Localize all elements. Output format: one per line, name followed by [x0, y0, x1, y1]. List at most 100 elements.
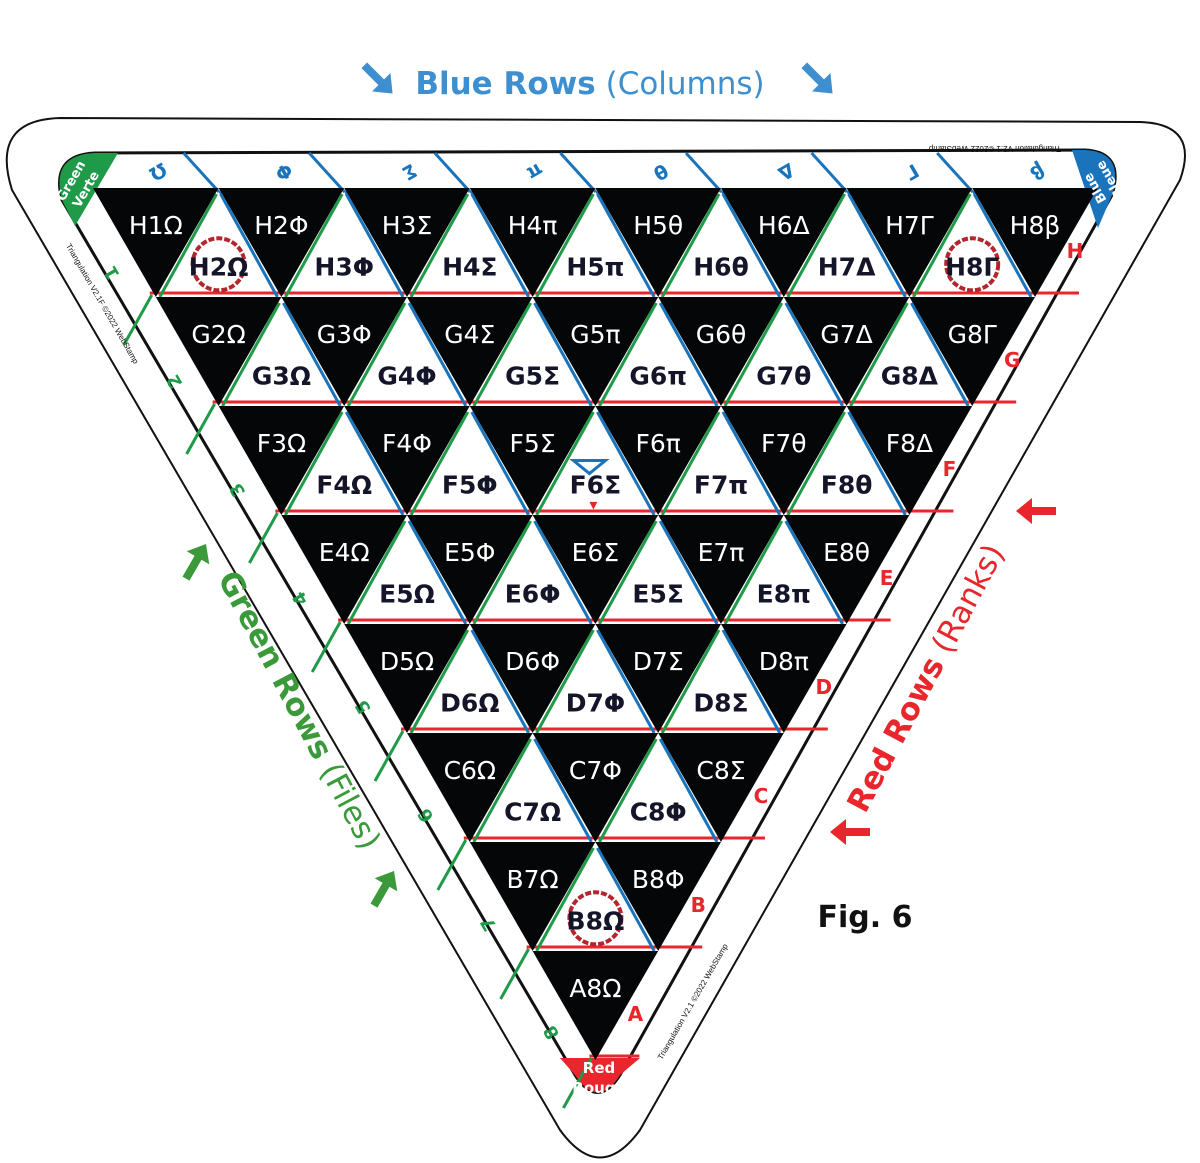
white-cell-label: E6Φ [505, 580, 561, 609]
black-cell[interactable] [93, 188, 219, 297]
white-cell[interactable] [663, 410, 779, 509]
white-cell-label: G4Φ [377, 362, 436, 391]
black-cell-label: D6Φ [505, 647, 560, 676]
black-cell[interactable] [469, 624, 596, 733]
white-cell-label: D8Σ [693, 689, 748, 718]
black-cell[interactable] [344, 188, 470, 297]
blue-rows-title: Blue Rows (Columns) [415, 66, 764, 102]
black-cell[interactable] [469, 188, 596, 297]
arrow-down-right-icon [801, 62, 833, 94]
rank-letter: G [1004, 348, 1020, 372]
blue-column-line [847, 193, 907, 298]
white-cell[interactable] [349, 519, 465, 618]
black-cell[interactable] [721, 624, 847, 733]
white-cell-label: D6Ω [440, 689, 499, 718]
black-cell[interactable] [469, 406, 596, 515]
rank-letter: A [628, 1002, 644, 1026]
white-cell[interactable] [223, 301, 340, 400]
black-cell[interactable] [532, 951, 659, 1060]
black-cell[interactable] [532, 515, 659, 624]
black-cell[interactable] [281, 515, 407, 624]
white-cell[interactable] [537, 192, 654, 291]
black-cell[interactable] [407, 733, 533, 842]
white-cell-label: E5Σ [632, 580, 684, 609]
white-cell[interactable] [537, 846, 654, 945]
black-cell[interactable] [972, 188, 1098, 297]
green-file-line [409, 411, 470, 516]
black-cell[interactable] [846, 406, 973, 515]
black-cell[interactable] [469, 842, 596, 951]
white-cell[interactable] [788, 192, 905, 291]
green-file-line [786, 411, 846, 516]
green-file-line [598, 302, 658, 407]
white-cell[interactable] [663, 192, 779, 291]
blue-column-line [596, 411, 656, 516]
white-cell[interactable] [600, 737, 716, 836]
black-cell-label: G8Γ [948, 320, 997, 349]
blue-column-line [282, 302, 342, 407]
white-cell[interactable] [726, 301, 842, 400]
green-file-line [346, 520, 407, 625]
white-cell[interactable] [726, 519, 842, 618]
white-cell[interactable] [851, 301, 968, 400]
black-cell[interactable] [721, 188, 847, 297]
black-cell[interactable] [281, 297, 407, 406]
blue-column-line [470, 411, 530, 516]
green-file-line [472, 520, 532, 625]
black-cell[interactable] [344, 406, 470, 515]
black-cell[interactable] [909, 297, 1035, 406]
blue-column-line [470, 629, 530, 734]
white-cell[interactable] [474, 737, 591, 836]
black-cell-label: B8Φ [632, 865, 685, 894]
black-cell[interactable] [155, 297, 282, 406]
white-cell[interactable] [663, 628, 779, 727]
white-cell[interactable] [160, 192, 277, 291]
rank-letter: E [880, 566, 894, 590]
black-cell[interactable] [846, 188, 973, 297]
white-cell[interactable] [788, 410, 905, 509]
black-cell-label: F4Φ [382, 429, 432, 458]
blue-column-line [784, 520, 844, 625]
white-cell[interactable] [412, 192, 528, 291]
black-cell[interactable] [595, 188, 721, 297]
white-cell-label: H6θ [693, 253, 749, 282]
black-cell[interactable] [595, 842, 721, 951]
black-cell-label: H2Φ [254, 211, 308, 240]
black-cell[interactable] [721, 406, 847, 515]
white-cell[interactable] [474, 301, 591, 400]
white-cell-label: F8θ [821, 471, 873, 500]
black-cell[interactable] [783, 297, 910, 406]
blue-column-line [344, 411, 405, 516]
black-cell-label: H1Ω [129, 211, 183, 240]
black-cell[interactable] [218, 188, 345, 297]
black-cell[interactable] [218, 406, 345, 515]
white-cell[interactable] [286, 410, 402, 509]
black-cell[interactable] [532, 733, 659, 842]
black-cell[interactable] [658, 297, 784, 406]
black-cell[interactable] [783, 515, 910, 624]
red-rows-title: Red Rows (Ranks) [840, 538, 1012, 818]
white-cell[interactable] [914, 192, 1030, 291]
white-cell[interactable] [286, 192, 402, 291]
blue-column-line [596, 847, 656, 952]
black-cell[interactable] [407, 515, 533, 624]
black-cell[interactable] [595, 406, 721, 515]
black-cell[interactable] [344, 624, 470, 733]
black-cell[interactable] [407, 297, 533, 406]
blue-column-line [721, 193, 782, 298]
white-cell[interactable] [349, 301, 465, 400]
white-cell[interactable] [412, 410, 528, 509]
white-cell[interactable] [412, 628, 528, 727]
black-cell[interactable] [532, 297, 659, 406]
arrow-left-icon [830, 819, 870, 845]
white-cell[interactable] [600, 301, 716, 400]
white-cell[interactable] [600, 519, 716, 618]
black-cell[interactable] [595, 624, 721, 733]
white-cell[interactable] [474, 519, 591, 618]
green-file-line [535, 847, 595, 952]
black-cell[interactable] [658, 733, 784, 842]
black-cell[interactable] [658, 515, 784, 624]
white-cell-label: G6π [629, 362, 687, 391]
blue-column-line [721, 411, 782, 516]
white-cell[interactable] [537, 628, 654, 727]
